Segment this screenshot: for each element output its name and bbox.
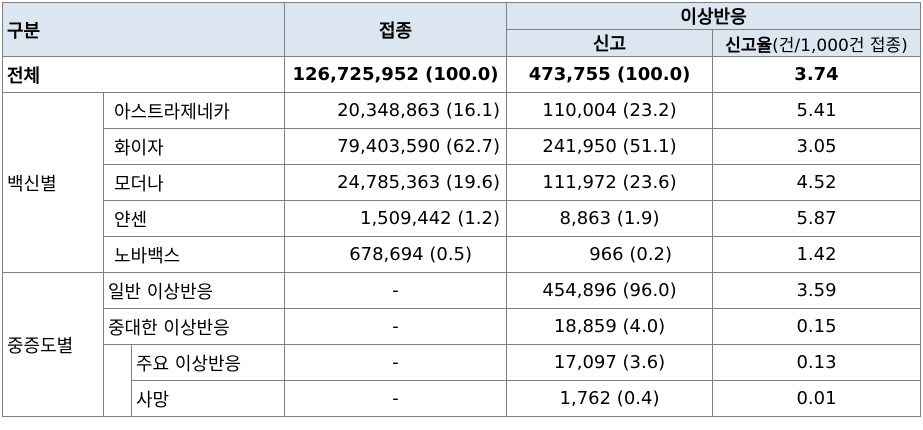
severity-name: 중대한 이상반응 bbox=[102, 308, 286, 345]
vaccination-count: 20,348,863 (16.1) bbox=[284, 92, 508, 129]
total-report: 473,755 (100.0) bbox=[506, 56, 714, 93]
report-count: 110,004 (23.2) bbox=[506, 92, 714, 129]
vaccine-name: 아스트라제네카 bbox=[102, 92, 286, 129]
table-row: 주요 이상반응 - 17,097 (3.6) 0.13 bbox=[3, 344, 922, 417]
vaccination-count: 24,785,363 (19.6) bbox=[284, 164, 508, 201]
report-count: 454,896 (96.0) bbox=[506, 272, 714, 309]
table-row: 화이자 79,403,590 (62.7) 241,950 (51.1) 3.0… bbox=[3, 128, 922, 165]
report-count: 1,762 (0.4) bbox=[506, 380, 714, 417]
vaccination-count: - bbox=[284, 344, 508, 381]
severity-name: 일반 이상반응 bbox=[102, 272, 286, 309]
table-row: 얀센 1,509,442 (1.2) 8,863 (1.9) 5.87 bbox=[3, 200, 922, 237]
table-row: 모더나 24,785,363 (19.6) 111,972 (23.6) 4.5… bbox=[3, 164, 922, 201]
vaccination-count: 1,509,442 (1.2) bbox=[284, 200, 508, 237]
report-rate: 1.42 bbox=[712, 236, 922, 273]
group-by-severity: 중증도별 bbox=[2, 272, 104, 417]
report-rate: 0.01 bbox=[712, 380, 922, 417]
severity-name: 주요 이상반응 bbox=[130, 344, 286, 381]
total-label: 전체 bbox=[1, 56, 286, 93]
table-row: 백신별 아스트라제네카 20,348,863 (16.1) 110,004 (2… bbox=[2, 92, 922, 273]
vaccine-name: 화이자 bbox=[102, 128, 286, 165]
header-adverse-reaction: 이상반응 bbox=[506, 2, 922, 30]
report-count: 241,950 (51.1) bbox=[506, 128, 714, 165]
report-rate: 3.59 bbox=[712, 272, 922, 309]
vaccination-count: - bbox=[284, 308, 508, 345]
header-report-rate: 신고율(건/1,000건 접종) bbox=[712, 29, 922, 57]
report-rate: 4.52 bbox=[712, 164, 922, 201]
vaccination-count: 678,694 (0.5) bbox=[284, 236, 508, 273]
header-report: 신고 bbox=[506, 29, 714, 57]
report-rate: 0.15 bbox=[712, 308, 922, 345]
vaccine-name: 모더나 bbox=[102, 164, 286, 201]
table-row: 노바백스 678,694 (0.5) 966 (0.2) 1.42 bbox=[3, 236, 922, 273]
indent-spacer bbox=[103, 344, 132, 417]
report-rate: 5.41 bbox=[712, 92, 922, 129]
adverse-reaction-table: 구분 접종 이상반응 신고 신고율(건/1,000건 접종) 전체 126,72… bbox=[1, 2, 922, 417]
total-rate: 3.74 bbox=[712, 56, 922, 93]
total-vaccination: 126,725,952 (100.0) bbox=[284, 56, 508, 93]
report-count: 966 (0.2) bbox=[506, 236, 714, 273]
report-count: 18,859 (4.0) bbox=[506, 308, 714, 345]
group-by-vaccine: 백신별 bbox=[2, 92, 104, 273]
report-count: 111,972 (23.6) bbox=[506, 164, 714, 201]
header-rate-label: 신고율 bbox=[725, 35, 773, 56]
vaccination-count: - bbox=[284, 272, 508, 309]
table-row: 사망 - 1,762 (0.4) 0.01 bbox=[3, 380, 922, 417]
report-count: 17,097 (3.6) bbox=[506, 344, 714, 381]
vaccination-count: 79,403,590 (62.7) bbox=[284, 128, 508, 165]
severity-name: 사망 bbox=[130, 380, 286, 417]
header-vaccination: 접종 bbox=[284, 2, 508, 57]
report-rate: 0.13 bbox=[712, 344, 922, 381]
table-row: 중대한 이상반응 - 18,859 (4.0) 0.15 bbox=[3, 308, 922, 345]
vaccination-count: - bbox=[284, 380, 508, 417]
vaccine-name: 얀센 bbox=[102, 200, 286, 237]
report-rate: 5.87 bbox=[712, 200, 922, 237]
report-rate: 3.05 bbox=[712, 128, 922, 165]
report-count: 8,863 (1.9) bbox=[506, 200, 714, 237]
header-rate-unit: (건/1,000건 접종) bbox=[772, 35, 908, 56]
header-category: 구분 bbox=[1, 2, 286, 57]
vaccine-name: 노바백스 bbox=[102, 236, 286, 273]
table-row: 중증도별 일반 이상반응 - 454,896 (96.0) 3.59 bbox=[2, 272, 922, 417]
